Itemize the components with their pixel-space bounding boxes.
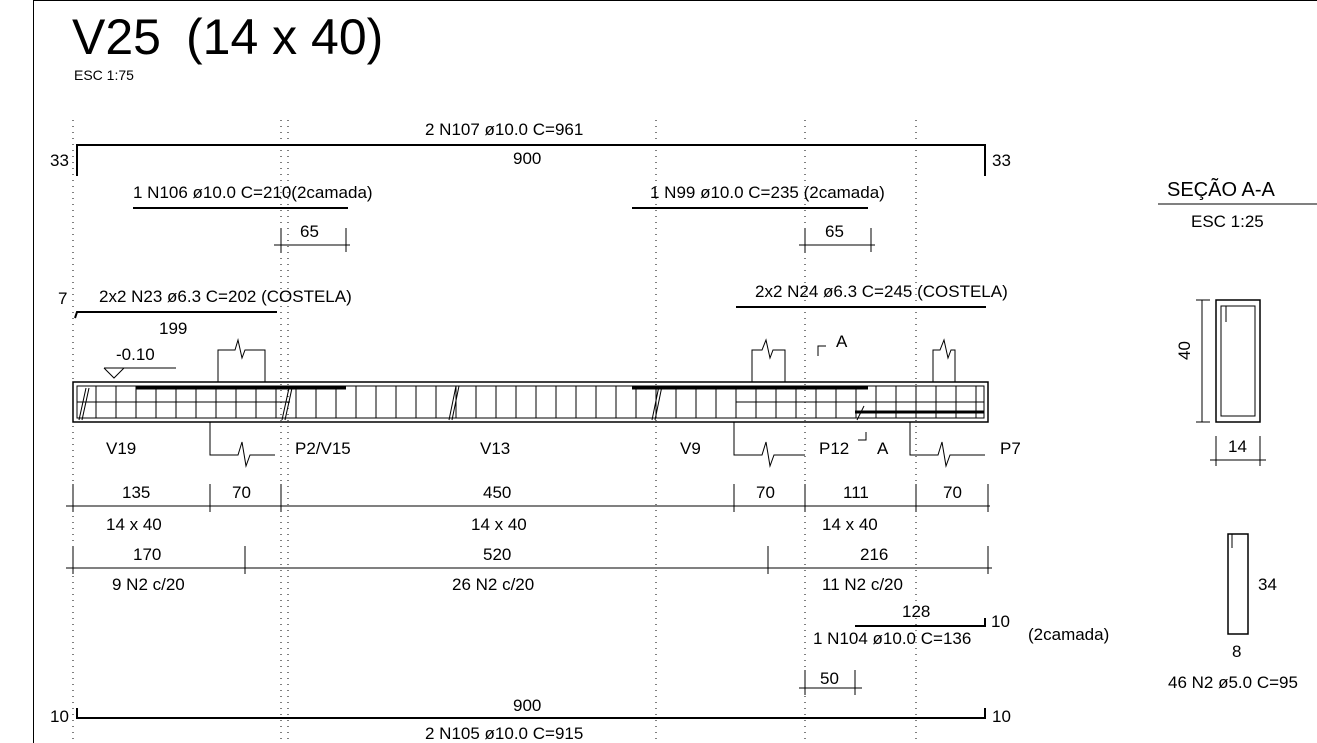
dim-value: 170 — [133, 545, 162, 564]
drawing-frame — [33, 0, 1317, 743]
n104-hook: 10 — [991, 612, 1010, 631]
support-label: V13 — [480, 439, 511, 458]
dim-value: 520 — [483, 545, 512, 564]
bar-n105 — [76, 708, 986, 719]
bar-n104 — [855, 618, 986, 627]
support-label: P7 — [1000, 439, 1021, 458]
section-mark-bottom: A — [877, 439, 889, 458]
support-hatch — [78, 385, 865, 421]
level-marker — [103, 367, 176, 379]
n106-label: 1 N106 ø10.0 C=210(2camada) — [133, 183, 373, 202]
axis-lines — [72, 120, 917, 743]
section-size: 14 x 40 — [471, 515, 527, 534]
stirrup-spec: 9 N2 c/20 — [112, 575, 185, 594]
section-scale: ESC 1:25 — [1191, 212, 1264, 231]
section-mark-top: A — [836, 332, 848, 351]
n99-label: 1 N99 ø10.0 C=235 (2camada) — [650, 183, 885, 202]
stirrup-spec: 11 N2 c/20 — [822, 575, 903, 594]
n105-label: 2 N105 ø10.0 C=915 — [425, 724, 584, 743]
section-height: 40 — [1175, 341, 1194, 360]
dim-value: 450 — [483, 483, 512, 502]
n106-dim: 65 — [300, 222, 319, 241]
n23-label: 2x2 N23 ø6.3 C=202 (COSTELA) — [99, 287, 352, 306]
section-size: 14 x 40 — [822, 515, 878, 534]
dim-50 — [799, 670, 862, 695]
beam-body — [72, 381, 989, 423]
n23-hook: 7 — [58, 289, 68, 308]
n104-label: 1 N104 ø10.0 C=136 — [813, 629, 972, 648]
n24-label: 2x2 N24 ø6.3 C=245 (COSTELA) — [755, 282, 1008, 301]
section-width: 14 — [1228, 437, 1247, 456]
slab-breaks — [209, 338, 985, 468]
n105-length: 900 — [513, 696, 542, 715]
dim-value: 216 — [860, 545, 889, 564]
section-title: SEÇÃO A-A — [1167, 179, 1275, 201]
support-label: V9 — [680, 439, 701, 458]
section-size: 14 x 40 — [106, 515, 162, 534]
n23-length: 199 — [159, 319, 188, 338]
title-scale: ESC 1:75 — [74, 67, 134, 83]
n105-hook-left: 10 — [50, 707, 69, 726]
stirrup-width: 8 — [1232, 642, 1242, 661]
n104-length: 128 — [902, 602, 931, 621]
section-a-a — [1158, 203, 1317, 635]
level-value: -0.10 — [116, 345, 155, 364]
bar-n23 — [74, 311, 277, 319]
stirrup-label: 46 N2 ø5.0 C=95 — [1168, 673, 1298, 692]
support-label: P12 — [819, 439, 850, 458]
bar-n107 — [76, 144, 986, 176]
support-label: P2/V15 — [295, 439, 351, 458]
dim-row-1 — [66, 484, 990, 512]
support-label: V19 — [106, 439, 137, 458]
n99-dim: 65 — [825, 222, 844, 241]
dim-value: 70 — [756, 483, 775, 502]
dim-value: 70 — [232, 483, 251, 502]
n107-hook-right: 33 — [992, 151, 1011, 170]
n104-dim: 50 — [820, 669, 839, 688]
n104-note: (2camada) — [1028, 625, 1110, 644]
stirrup-height: 34 — [1258, 575, 1277, 594]
dim-value: 70 — [943, 483, 962, 502]
beam-dims: (14 x 40) — [186, 9, 384, 65]
n107-label: 2 N107 ø10.0 C=961 — [425, 120, 584, 139]
dim-65-right — [799, 228, 875, 252]
n105-hook-right: 10 — [992, 707, 1011, 726]
dim-value: 111 — [843, 483, 869, 502]
n107-length: 900 — [513, 149, 542, 168]
n107-hook-left: 33 — [50, 151, 69, 170]
stirrup-spec: 26 N2 c/20 — [452, 575, 535, 594]
dim-row-2 — [66, 546, 992, 574]
dim-value: 135 — [122, 483, 151, 502]
beam-name: V25 — [72, 9, 161, 65]
dim-65-left — [274, 228, 350, 252]
